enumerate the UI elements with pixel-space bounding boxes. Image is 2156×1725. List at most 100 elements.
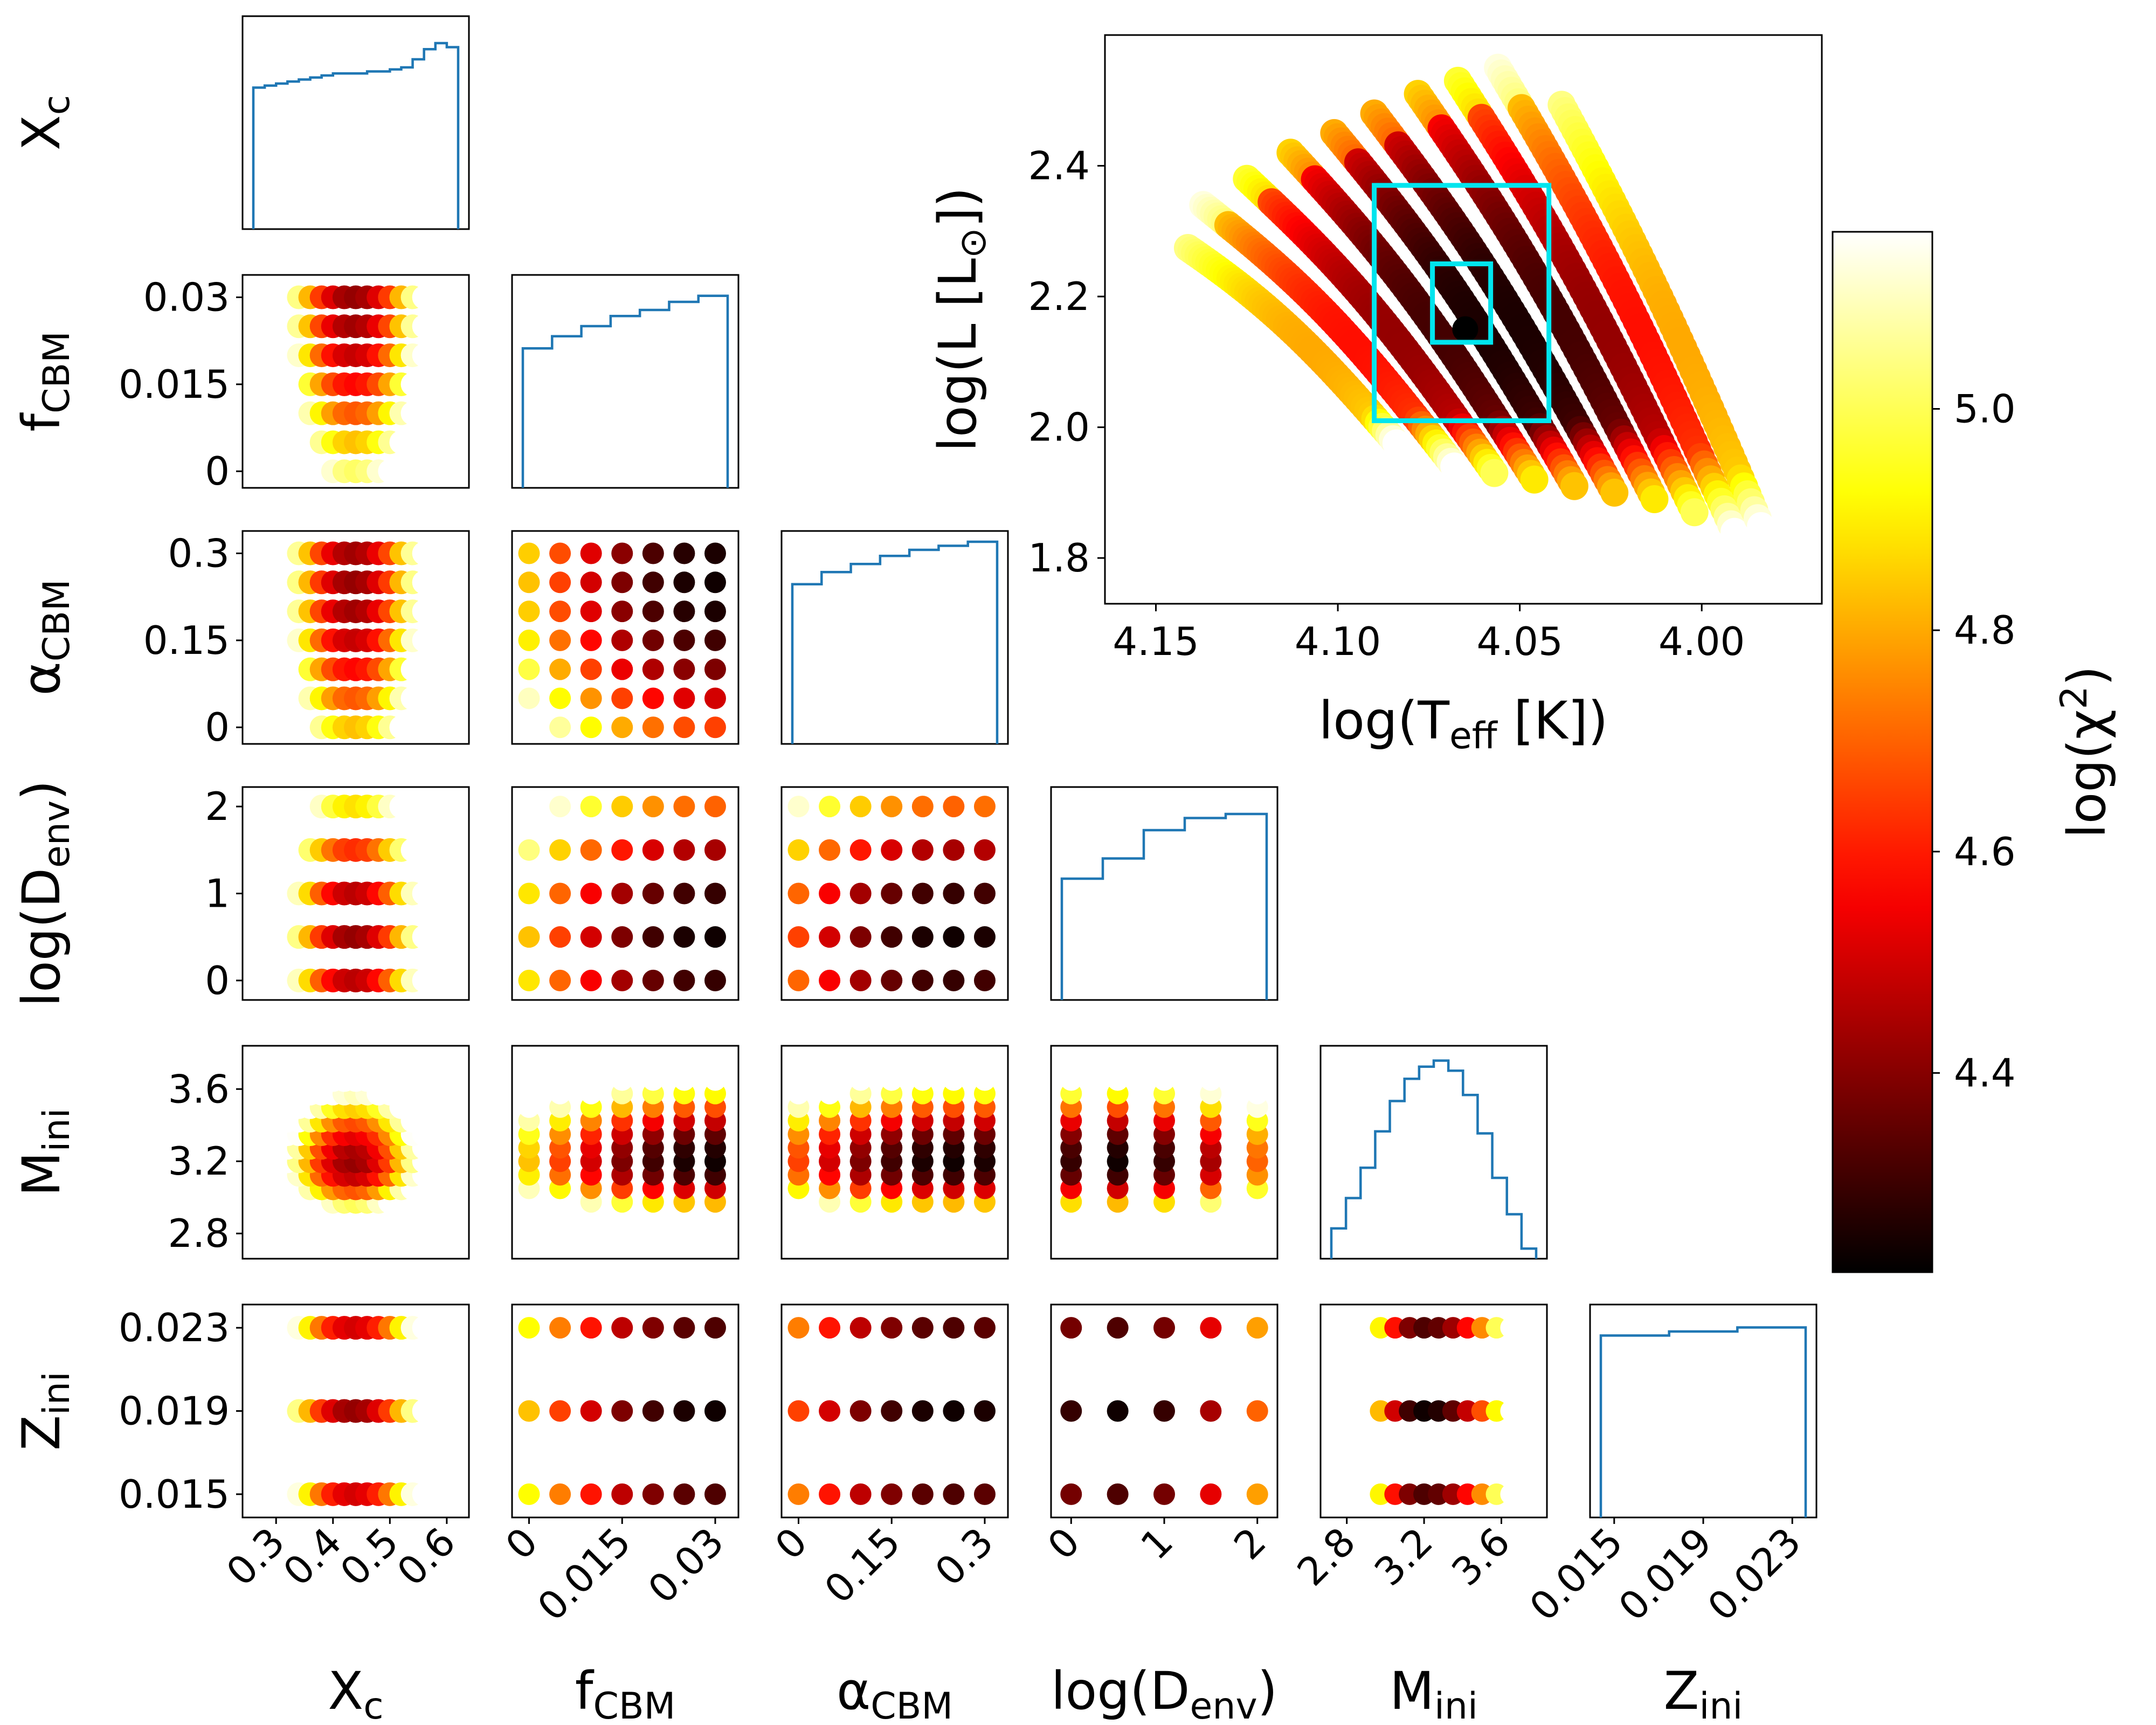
data-point [943, 882, 965, 905]
panel-logDenv-vs-Mini [1050, 1045, 1279, 1260]
data-point [704, 882, 726, 905]
colorbar-tick-label: 5.0 [1954, 387, 2016, 432]
data-point [673, 1055, 695, 1078]
data-point [704, 969, 726, 991]
data-point [434, 1054, 459, 1079]
data-point [580, 1483, 602, 1505]
data-point [518, 1317, 540, 1339]
data-point [434, 925, 459, 949]
y-tick-label: 0 [205, 958, 230, 1003]
data-point [580, 542, 602, 564]
data-point [787, 882, 810, 905]
scatter-points [1060, 1055, 1268, 1253]
histogram-Zini [1589, 1303, 1818, 1519]
data-point [849, 796, 872, 818]
data-point [704, 687, 726, 709]
data-point [704, 629, 726, 651]
data-point [911, 1483, 934, 1505]
data-point [787, 839, 810, 861]
data-point [704, 1400, 726, 1422]
y-axis-label-fCBM: fCBM [11, 331, 78, 432]
data-point [434, 430, 459, 454]
data-point [704, 601, 726, 623]
panel-Mini-vs-Zini [1319, 1303, 1548, 1519]
data-point [434, 285, 459, 309]
data-point [434, 372, 459, 396]
y-tick-label: 0.15 [143, 618, 230, 663]
data-point [518, 687, 540, 709]
data-point [642, 1483, 664, 1505]
data-point [911, 926, 934, 948]
data-point [819, 926, 841, 948]
data-point [580, 716, 602, 739]
data-point [518, 629, 540, 651]
panel-Xc-vs-fCBM [241, 274, 470, 489]
error-box-inner [1430, 261, 1494, 345]
data-point [580, 1400, 602, 1422]
data-point [704, 658, 726, 680]
hr-x-axis-label: log(Teff [K]) [1319, 691, 1608, 757]
data-point [611, 1055, 633, 1078]
panel-Xc-vs-Zini [241, 1303, 470, 1519]
data-point [580, 601, 602, 623]
data-point [518, 796, 540, 818]
x-axis-label-logDenv: log(Denv) [1051, 1661, 1277, 1725]
data-point [881, 882, 903, 905]
data-point [787, 1317, 810, 1339]
hr-y-tick-label: 2.0 [1028, 405, 1090, 450]
data-point [580, 796, 602, 818]
panel-fCBM-vs-Mini [511, 1045, 740, 1260]
data-point [611, 716, 633, 739]
data-point [1246, 1055, 1268, 1078]
data-point [849, 926, 872, 948]
scatter-points [787, 1317, 996, 1505]
data-point [819, 839, 841, 861]
panel-Xc-vs-logDenv [241, 786, 470, 1001]
x-tick-label: 0 [1039, 1519, 1089, 1569]
data-point [580, 658, 602, 680]
x-tick-label: 0.015 [529, 1519, 639, 1630]
corner-plot: Xc00.0150.03fCBM00.150.3αCBM012log(Denv)… [11, 15, 1818, 1725]
data-point [673, 658, 695, 680]
histogram-frame [1319, 1045, 1548, 1260]
data-point [580, 571, 602, 594]
data-point [881, 1400, 903, 1422]
data-point [1153, 1055, 1175, 1078]
scatter-points [253, 285, 459, 484]
panel-frame [1050, 1045, 1279, 1260]
data-point [518, 716, 540, 739]
scatter-points [253, 795, 459, 992]
data-point [1515, 1400, 1537, 1422]
data-point [911, 839, 934, 861]
colorbar-gradient [1833, 232, 1932, 1272]
data-point [704, 926, 726, 948]
hr-x-tick-label: 4.15 [1112, 619, 1199, 664]
data-point [611, 1400, 633, 1422]
colorbar-tick-label: 4.8 [1954, 608, 2016, 653]
x-tick-label: 2 [1225, 1519, 1275, 1569]
data-point [1153, 1483, 1175, 1505]
y-tick-label: 0.3 [168, 531, 230, 576]
x-tick-label: 0.03 [639, 1519, 733, 1612]
data-point [642, 687, 664, 709]
x-tick-label: 0.023 [1699, 1519, 1809, 1630]
data-point [911, 1055, 934, 1078]
data-point [1200, 1055, 1222, 1078]
colorbar-tick-label: 4.6 [1954, 829, 2016, 874]
y-axis-label-Xc: Xc [11, 95, 78, 150]
data-point [518, 926, 540, 948]
hr-point [1640, 485, 1669, 513]
data-point [819, 1400, 841, 1422]
data-point [642, 716, 664, 739]
x-axis-label-Xc: Xc [328, 1661, 383, 1725]
data-point [819, 796, 841, 818]
data-point [973, 1317, 996, 1339]
data-point [881, 1483, 903, 1505]
data-point [611, 839, 633, 861]
data-point [911, 882, 934, 905]
data-point [434, 459, 459, 484]
data-point [704, 542, 726, 564]
data-point [434, 628, 459, 652]
data-point [549, 926, 571, 948]
y-axis-label-logDenv: log(Denv) [11, 780, 78, 1006]
